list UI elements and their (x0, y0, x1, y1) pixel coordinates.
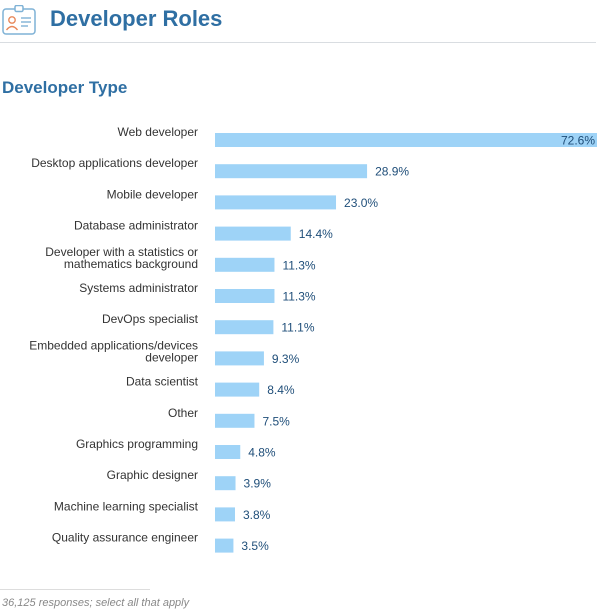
bar-row: Other 7.5% (168, 406, 290, 429)
footer-divider (0, 589, 150, 590)
value-label: 23.0% (344, 196, 378, 210)
category-label: Systems administrator (79, 281, 198, 295)
value-label: 14.4% (299, 227, 333, 241)
value-label: 9.3% (272, 352, 300, 366)
bar-row: Database administrator 14.4% (74, 219, 333, 242)
value-label: 11.1% (281, 321, 314, 335)
category-label: Data scientist (126, 375, 199, 389)
category-label: Embedded applications/devices developer (29, 338, 198, 364)
bar-row: Graphic designer 3.9% (107, 468, 272, 491)
category-label: Mobile developer (107, 187, 198, 201)
value-label: 4.8% (248, 446, 276, 460)
bar (215, 226, 291, 241)
bar (215, 164, 368, 179)
bar (215, 445, 241, 459)
value-label: 3.8% (243, 508, 271, 522)
bar (215, 351, 264, 366)
bar-row: Machine learning specialist 3.8% (54, 499, 271, 522)
category-label: Web developer (118, 125, 199, 139)
bar (215, 538, 234, 553)
bar-row: Data scientist 8.4% (126, 375, 295, 398)
bar-row: Mobile developer 23.0% (107, 187, 379, 210)
value-label: 11.3% (282, 290, 315, 304)
value-label: 11.3% (282, 258, 315, 272)
bar (215, 476, 236, 491)
bar-row: Embedded applications/devices developer 9.… (29, 338, 299, 366)
bar (215, 257, 275, 272)
bar (215, 195, 337, 210)
value-label: 3.5% (241, 539, 269, 553)
bar (215, 133, 597, 147)
bar-row: Systems administrator 11.3% (79, 281, 316, 304)
category-label: Graphic designer (107, 468, 198, 482)
category-label: Quality assurance engineer (52, 531, 198, 545)
bar (215, 413, 255, 428)
developer-type-bar-chart: Web developer 72.6% Desktop applications d… (29, 125, 597, 554)
value-label: 3.9% (244, 477, 272, 491)
value-label: 28.9% (375, 165, 409, 179)
value-label: 7.5% (262, 414, 290, 428)
bar-row: Web developer 72.6% (118, 125, 597, 148)
id-badge-icon (2, 5, 36, 35)
bar (215, 507, 235, 522)
bar-row: DevOps specialist 11.1% (102, 312, 315, 335)
category-label: DevOps specialist (102, 312, 199, 326)
bar-row: Quality assurance engineer 3.5% (52, 531, 269, 554)
value-label: 72.6% (561, 134, 595, 148)
category-label: Developer with a statistics or mathematic… (45, 245, 198, 271)
category-label: Desktop applications developer (31, 156, 198, 170)
bar-row: Desktop applications developer 28.9% (31, 156, 409, 179)
bar-row: Developer with a statistics or mathematic… (45, 245, 316, 272)
page-header: Developer Roles (0, 0, 600, 44)
category-label: Machine learning specialist (54, 499, 199, 513)
header-divider (0, 42, 596, 43)
responses-footnote: 36,125 responses; select all that apply (2, 597, 190, 609)
chart-title: Developer Type (2, 78, 128, 97)
category-label: Database administrator (74, 219, 198, 233)
category-label: Other (168, 406, 198, 420)
bar (215, 382, 260, 397)
category-label: Graphics programming (76, 437, 198, 451)
bar-row: Graphics programming 4.8% (76, 437, 276, 460)
value-label: 8.4% (267, 383, 295, 397)
bar (215, 320, 274, 335)
bar (215, 289, 275, 303)
page-title: Developer Roles (50, 6, 223, 31)
